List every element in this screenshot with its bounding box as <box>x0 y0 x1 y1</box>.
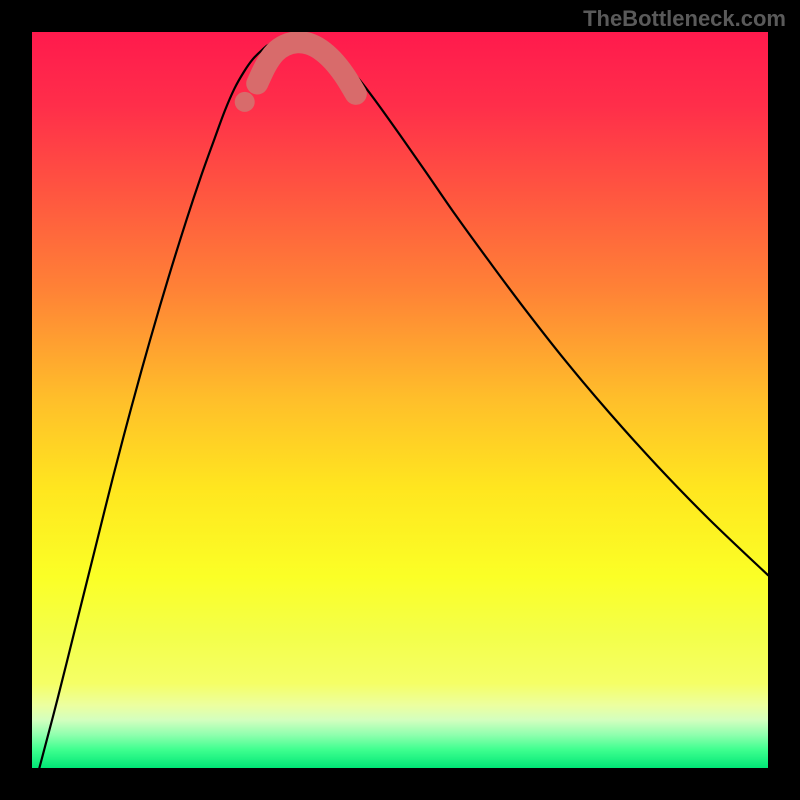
watermark-text: TheBottleneck.com <box>583 6 786 32</box>
highlight-dot <box>235 92 255 112</box>
chart-frame: TheBottleneck.com <box>0 0 800 800</box>
plot-svg <box>32 32 768 768</box>
plot-area <box>32 32 768 768</box>
gradient-background <box>32 32 768 768</box>
